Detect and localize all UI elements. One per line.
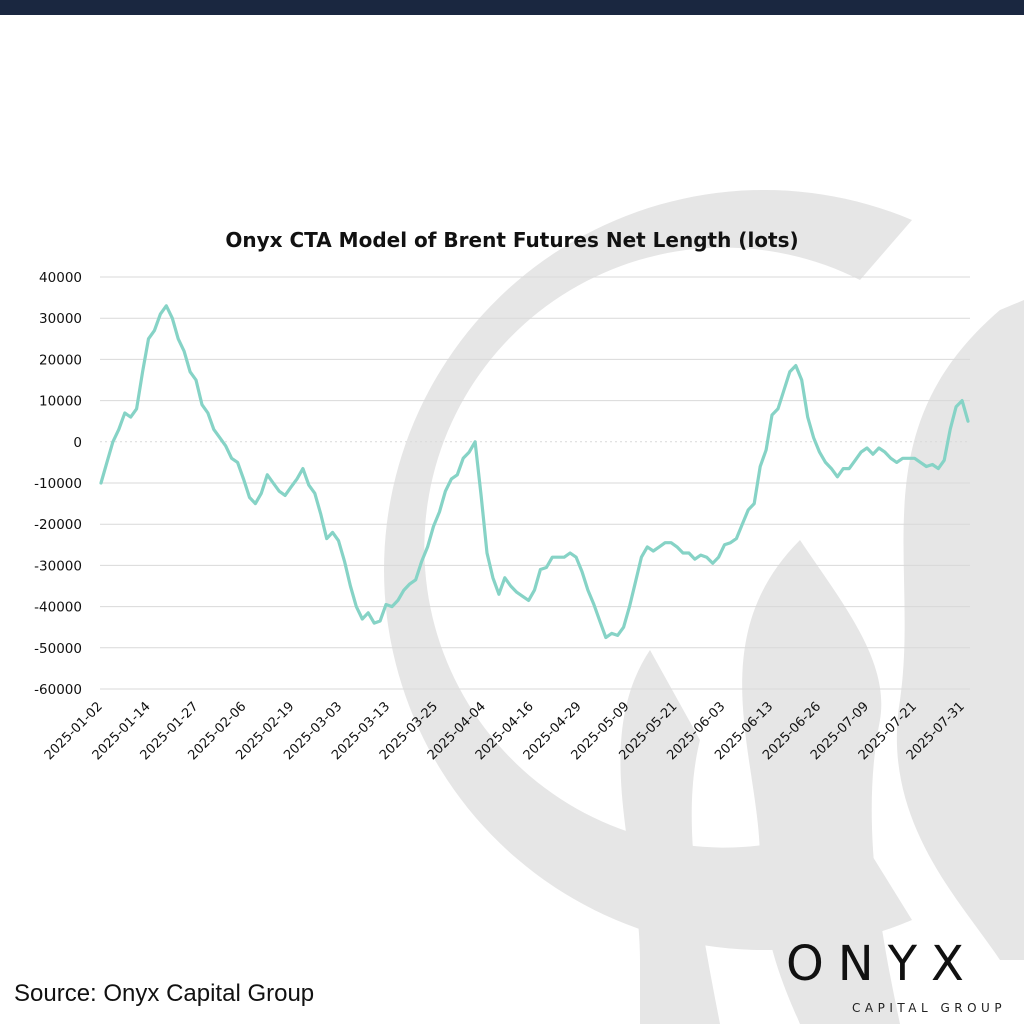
chart-title: Onyx CTA Model of Brent Futures Net Leng… [225, 228, 798, 252]
series-line [99, 304, 970, 640]
y-tick-label: 0 [73, 435, 82, 451]
onyx-capital-group-logo: ONYX CAPITAL GROUP [786, 936, 1007, 1020]
source-note: Source: Onyx Capital Group [14, 980, 314, 1008]
logo-wordmark: ONYX [786, 936, 978, 992]
y-tick-label: -40000 [34, 600, 82, 616]
chart-gridlines [100, 276, 970, 690]
y-tick-label: -60000 [34, 682, 82, 698]
top-banner-bar [0, 0, 1024, 15]
y-tick-label: -30000 [34, 558, 82, 574]
y-tick-label: 40000 [39, 270, 82, 286]
source-label: Source: Onyx Capital Group [14, 980, 315, 1007]
logo-subtitle: CAPITAL GROUP [852, 1001, 1007, 1015]
y-tick-label: 20000 [39, 352, 82, 368]
watermark-flame-left [620, 650, 720, 1024]
y-tick-label: 10000 [39, 394, 82, 410]
y-tick-label: -50000 [34, 641, 82, 657]
watermark-flame-middle [742, 540, 900, 1024]
y-tick-label: -10000 [34, 476, 82, 492]
y-tick-label: -20000 [34, 517, 82, 533]
x-axis-tick-labels: 2025-01-022025-01-142025-01-272025-02-06… [42, 699, 968, 763]
y-axis-tick-labels: 40000 30000 20000 10000 0 -10000 -20000 -30000 -… [34, 270, 82, 698]
y-tick-label: 30000 [39, 311, 82, 327]
